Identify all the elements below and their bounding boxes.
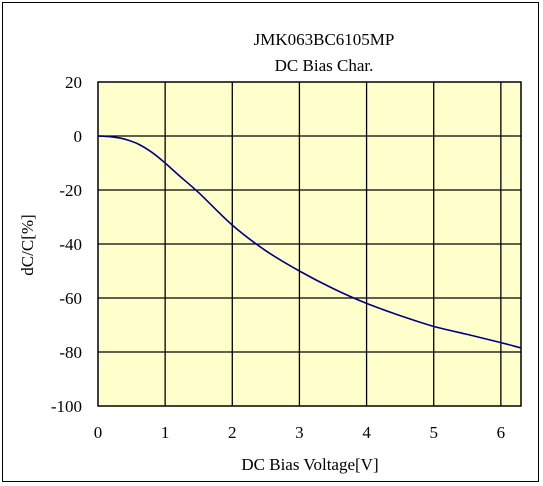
x-tick-label: 2 (228, 423, 237, 442)
y-tick-label: -100 (51, 397, 82, 416)
x-tick-label: 6 (497, 423, 506, 442)
x-tick-label: 0 (94, 423, 103, 442)
y-tick-label: 0 (74, 127, 83, 146)
y-axis-label: dC/C[%] (18, 214, 37, 275)
x-tick-label: 1 (161, 423, 170, 442)
x-tick-label: 5 (429, 423, 438, 442)
y-tick-label: -20 (59, 181, 82, 200)
x-tick-labels: 0 1 2 3 4 5 6 (94, 423, 505, 442)
x-tick-label: 3 (295, 423, 304, 442)
x-tick-label: 4 (362, 423, 371, 442)
series-group (97, 135, 522, 349)
grid-lines (98, 82, 521, 406)
chart-subtitle: DC Bias Char. (275, 56, 374, 75)
chart-title: JMK063BC6105MP (254, 30, 395, 49)
y-tick-label: 20 (65, 73, 82, 92)
plot-border (97, 81, 522, 407)
x-axis-label: DC Bias Voltage[V] (241, 455, 378, 474)
y-tick-label: -60 (59, 289, 82, 308)
y-tick-label: -40 (59, 235, 82, 254)
y-tick-label: -80 (59, 343, 82, 362)
series-line (97, 135, 522, 349)
y-tick-labels: 20 0 -20 -40 -60 -80 -100 (51, 73, 82, 416)
